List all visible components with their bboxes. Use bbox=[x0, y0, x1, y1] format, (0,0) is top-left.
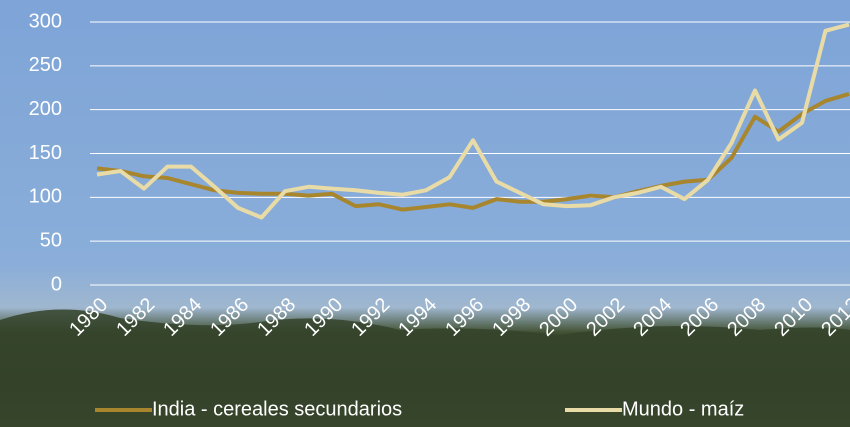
trees bbox=[0, 309, 850, 427]
y-tick-label: 250 bbox=[29, 54, 62, 76]
y-tick-label: 0 bbox=[51, 273, 62, 295]
y-tick-label: 100 bbox=[29, 186, 62, 208]
y-tick-label: 50 bbox=[40, 229, 62, 251]
legend-label: India - cereales secundarios bbox=[152, 398, 402, 420]
y-tick-label: 150 bbox=[29, 142, 62, 164]
legend-label: Mundo - maíz bbox=[622, 398, 744, 420]
y-tick-label: 200 bbox=[29, 98, 62, 120]
y-tick-label: 300 bbox=[29, 10, 62, 32]
series-line bbox=[96, 22, 850, 220]
